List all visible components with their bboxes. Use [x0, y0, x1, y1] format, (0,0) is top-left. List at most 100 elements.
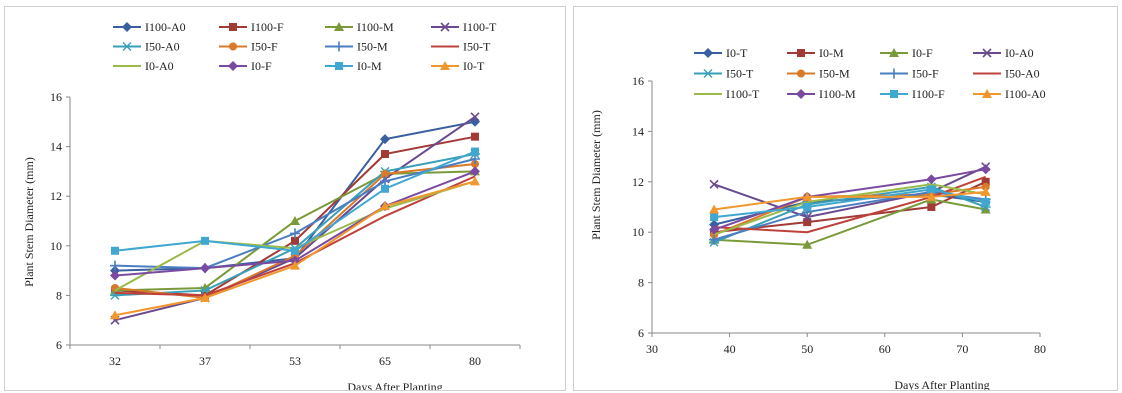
data-point: [710, 213, 719, 222]
plot-left: [110, 112, 480, 325]
chart-panel-left: I100-A0 I100-F I100-M I100-T I50-A0 I50-F I50-…: [4, 6, 566, 391]
data-point: [290, 228, 300, 239]
legend-item: I50-F: [880, 67, 939, 81]
legend-item: I50-M: [325, 40, 388, 54]
legend-item: I100-A0: [113, 20, 186, 34]
x-axis-title: Days After Planting: [347, 380, 442, 390]
x-tick-label: 80: [1034, 342, 1046, 356]
data-point: [381, 169, 389, 178]
series-I100-A0: [709, 186, 991, 214]
legend-item: I50-F: [219, 40, 278, 54]
y-tick-label: 12: [632, 175, 644, 189]
series-I50-A0: [714, 175, 987, 234]
legend-item: I50-A0: [113, 40, 180, 54]
series-line: [713, 168, 986, 231]
data-point: [110, 270, 120, 281]
data-point: [110, 260, 120, 271]
data-point: [709, 234, 720, 245]
y-tick-label: 10: [50, 239, 62, 253]
legend-label: I50-M: [357, 40, 388, 54]
legend-marker: [703, 69, 713, 78]
legend-label: I100-F: [912, 87, 945, 101]
data-point: [381, 150, 389, 159]
data-point: [200, 292, 210, 302]
legend-marker: [440, 61, 450, 70]
y-axis-title: Plant Stem Diameter (mm): [22, 157, 36, 287]
data-point: [470, 166, 480, 177]
chart-right-svg: I0-T I0-M I0-F I0-A0 I50-T I50-M I50-F I50-A0 I1…: [589, 46, 1046, 390]
legend-item: I100-T: [694, 87, 760, 101]
legend-item: I100-F: [880, 87, 945, 101]
data-point: [927, 185, 936, 194]
data-point: [200, 263, 210, 274]
data-point: [980, 204, 991, 214]
y-tick-label: 14: [50, 140, 62, 154]
legend-label: I0-F: [251, 59, 272, 73]
legend-item: I0-T: [431, 59, 485, 73]
data-point: [980, 186, 991, 196]
x-tick-label: 65: [379, 354, 391, 368]
legend-item: I0-A0: [973, 46, 1034, 60]
data-point: [380, 176, 390, 187]
legend-label: I50-M: [819, 67, 850, 81]
data-point: [803, 203, 812, 211]
axes-right: 6 8 10 12 14 16 30 40 50 60 70 80: [632, 74, 1046, 356]
series-I100-F: [710, 185, 990, 222]
data-point: [291, 236, 299, 245]
data-point: [927, 203, 936, 211]
series-line: [713, 180, 987, 234]
series-line: [713, 188, 986, 219]
legend-marker: [229, 42, 237, 51]
legend-item: I0-T: [694, 46, 748, 60]
legend-marker: [122, 42, 132, 51]
x-tick-label: 80: [469, 354, 481, 368]
data-point: [709, 219, 720, 230]
legend-item: I0-M: [787, 46, 844, 60]
data-point: [926, 174, 937, 185]
data-point: [981, 182, 990, 191]
series-I0-T: [110, 176, 480, 320]
legend-marker: [889, 68, 899, 79]
data-point: [110, 310, 120, 320]
x-tick-label: 30: [646, 342, 658, 356]
legend-marker: [797, 69, 805, 78]
legend-right: I0-T I0-M I0-F I0-A0 I50-T I50-M I50-F I50-A0 I1…: [694, 46, 1046, 101]
legend-label: I0-F: [912, 46, 933, 60]
legend-label: I50-A0: [1005, 67, 1040, 81]
data-point: [290, 216, 300, 225]
series-I100-T: [713, 183, 986, 236]
legend-marker: [796, 89, 806, 99]
data-point: [290, 260, 300, 270]
legend-label: I0-T: [463, 59, 485, 73]
legend-item: I100-M: [787, 87, 856, 101]
y-tick-label: 12: [50, 189, 62, 203]
x-axis-title: Days After Planting: [894, 378, 989, 390]
legend-item: I50-T: [694, 67, 754, 81]
y-tick-label: 14: [632, 124, 644, 138]
data-point: [709, 179, 719, 189]
data-point: [802, 212, 812, 222]
series-line: [713, 185, 986, 236]
legend-marker: [982, 48, 992, 58]
legend-marker: [335, 62, 343, 70]
plot-right: [709, 162, 991, 249]
x-tick-label: 53: [289, 354, 301, 368]
legend-label: I100-M: [357, 20, 394, 34]
series-line: [713, 190, 986, 211]
legend-marker: [228, 61, 238, 71]
legend-label: I50-T: [726, 67, 754, 81]
x-tick-label: 40: [724, 342, 736, 356]
data-point: [111, 246, 119, 255]
axes-left: 6 8 10 12 14 16 32 37 53 65 80: [50, 90, 521, 368]
legend-item: I100-M: [325, 20, 394, 34]
legend-marker: [229, 23, 237, 31]
legend-item: I100-T: [431, 20, 497, 34]
x-tick-label: 50: [801, 342, 813, 356]
y-tick-label: 8: [56, 288, 62, 302]
series-line: [713, 165, 987, 219]
data-point: [981, 197, 990, 206]
legend-left: I100-A0 I100-F I100-M I100-T I50-A0 I50-F I50-…: [113, 20, 497, 73]
series-I0-M: [111, 147, 479, 255]
legend-item: I50-T: [431, 40, 491, 54]
